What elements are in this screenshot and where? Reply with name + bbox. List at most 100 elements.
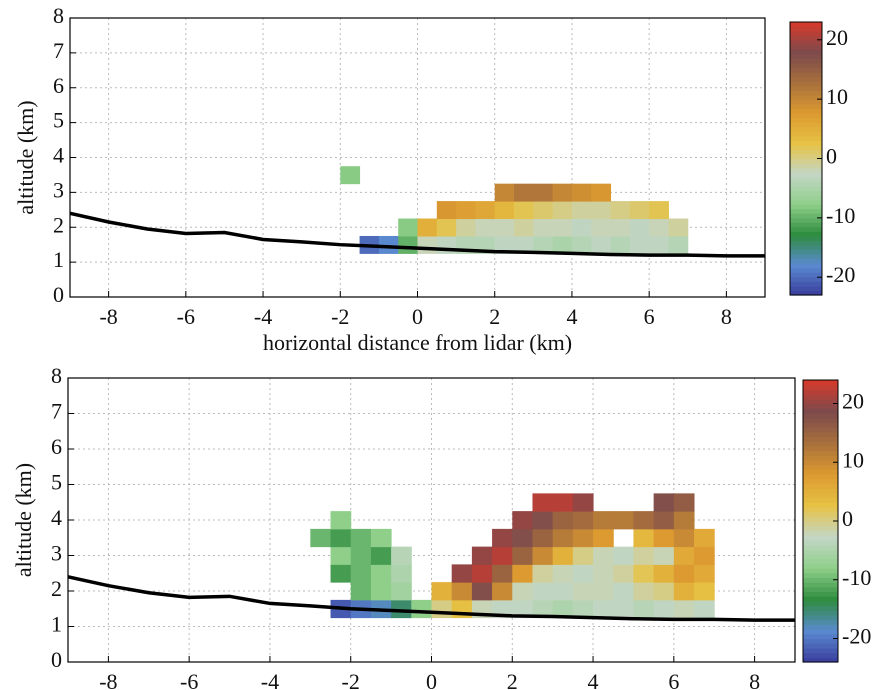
heat-cell: [494, 183, 515, 202]
colorbar-band: [790, 72, 822, 78]
colorbar-band: [803, 629, 838, 635]
colorbar-tick-label: -10: [842, 565, 871, 590]
y-tick-label: 0: [53, 282, 64, 307]
colorbar-band: [790, 158, 822, 164]
heat-cell: [571, 218, 592, 237]
y-tick-label: 6: [53, 73, 64, 98]
colorbar-band: [803, 558, 838, 564]
heat-cell: [633, 511, 655, 530]
colorbar-band: [803, 535, 838, 541]
heat-cell: [471, 582, 493, 601]
x-tick-label: 2: [489, 304, 500, 329]
plot-frame: [69, 17, 766, 298]
heat-cell: [512, 511, 533, 530]
heat-cell: [532, 528, 554, 548]
heat-cell: [649, 201, 669, 220]
heat-cell: [514, 201, 534, 220]
heat-cell: [533, 218, 554, 237]
heat-cell: [610, 201, 631, 220]
colorbar-band: [790, 272, 822, 278]
heat-cell: [533, 201, 554, 220]
colorbar-band: [803, 643, 838, 649]
heat-cell: [391, 582, 412, 601]
heat-cell: [673, 582, 695, 601]
colorbar-band: [803, 417, 838, 423]
colorbar-tick-label: 20: [842, 389, 864, 414]
heat-cell: [431, 599, 453, 619]
y-tick-label: 1: [53, 247, 64, 272]
colorbar-band: [803, 596, 838, 602]
heat-cell: [532, 582, 554, 601]
colorbar-band: [803, 408, 838, 414]
heat-cell: [533, 183, 554, 202]
colorbar-band: [803, 521, 838, 527]
heat-cell: [512, 564, 533, 583]
colorbar-band: [790, 199, 822, 205]
heat-cell: [330, 528, 352, 548]
heat-cell: [532, 511, 554, 530]
colorbar-band: [803, 511, 838, 517]
colorbar-band: [803, 380, 838, 386]
heat-cell: [572, 582, 594, 601]
x-tick-label: -2: [342, 669, 360, 690]
heat-cell: [411, 599, 432, 619]
colorbar-band: [790, 122, 822, 128]
colorbar-band: [790, 240, 822, 246]
x-tick-label: -4: [254, 304, 272, 329]
heat-cell: [492, 564, 513, 583]
heat-cell: [653, 493, 675, 512]
colorbar-band: [803, 516, 838, 522]
y-tick-label: 0: [51, 647, 62, 672]
heat-cell: [694, 546, 715, 565]
colorbar-band: [790, 44, 822, 50]
colorbar-band: [790, 185, 822, 191]
heat-cell: [668, 218, 689, 237]
colorbar-band: [790, 172, 822, 178]
heat-cell: [572, 528, 594, 548]
colorbar-band: [803, 553, 838, 560]
colorbar-band: [790, 258, 822, 264]
colorbar-band: [790, 81, 822, 87]
heat-cell: [653, 599, 675, 619]
heat-cell: [391, 564, 412, 583]
colorbar-band: [803, 619, 838, 625]
heat-cell: [436, 218, 457, 237]
colorbar-band: [790, 144, 822, 150]
heat-cell: [571, 235, 592, 254]
heat-cell: [673, 528, 695, 548]
heat-cell: [532, 564, 554, 583]
heat-cell: [431, 582, 453, 601]
heat-cell: [456, 201, 476, 220]
heat-cell: [571, 183, 592, 202]
heat-cell: [649, 235, 669, 254]
colorbar-band: [803, 394, 838, 400]
colorbar-band: [803, 647, 838, 654]
colorbar-band: [803, 474, 838, 480]
heat-cell: [512, 528, 533, 548]
heat-cell: [629, 235, 650, 254]
heat-cell: [350, 528, 372, 548]
terrain-line: [69, 211, 765, 258]
colorbar-band: [803, 431, 838, 437]
colorbar-band: [803, 450, 838, 456]
colorbar-band: [790, 217, 822, 223]
x-tick-label: 6: [668, 669, 679, 690]
colorbar-band: [790, 249, 822, 255]
heat-cell: [330, 546, 352, 565]
heat-cell: [451, 582, 473, 601]
colorbar-band: [790, 85, 822, 91]
colorbar-band: [790, 231, 822, 237]
heat-cell: [514, 218, 534, 237]
colorbar-band: [803, 652, 838, 658]
heat-cell: [694, 528, 715, 548]
heat-cell: [629, 218, 650, 237]
heat-cell: [653, 582, 675, 601]
colorbar-band: [790, 49, 822, 55]
heat-cell: [391, 599, 412, 619]
heat-cell: [512, 546, 533, 565]
colorbar-band: [803, 422, 838, 428]
heat-cell: [593, 582, 614, 601]
heat-cell: [653, 564, 675, 583]
y-tick-label: 8: [51, 363, 62, 388]
heat-cell: [613, 511, 634, 530]
